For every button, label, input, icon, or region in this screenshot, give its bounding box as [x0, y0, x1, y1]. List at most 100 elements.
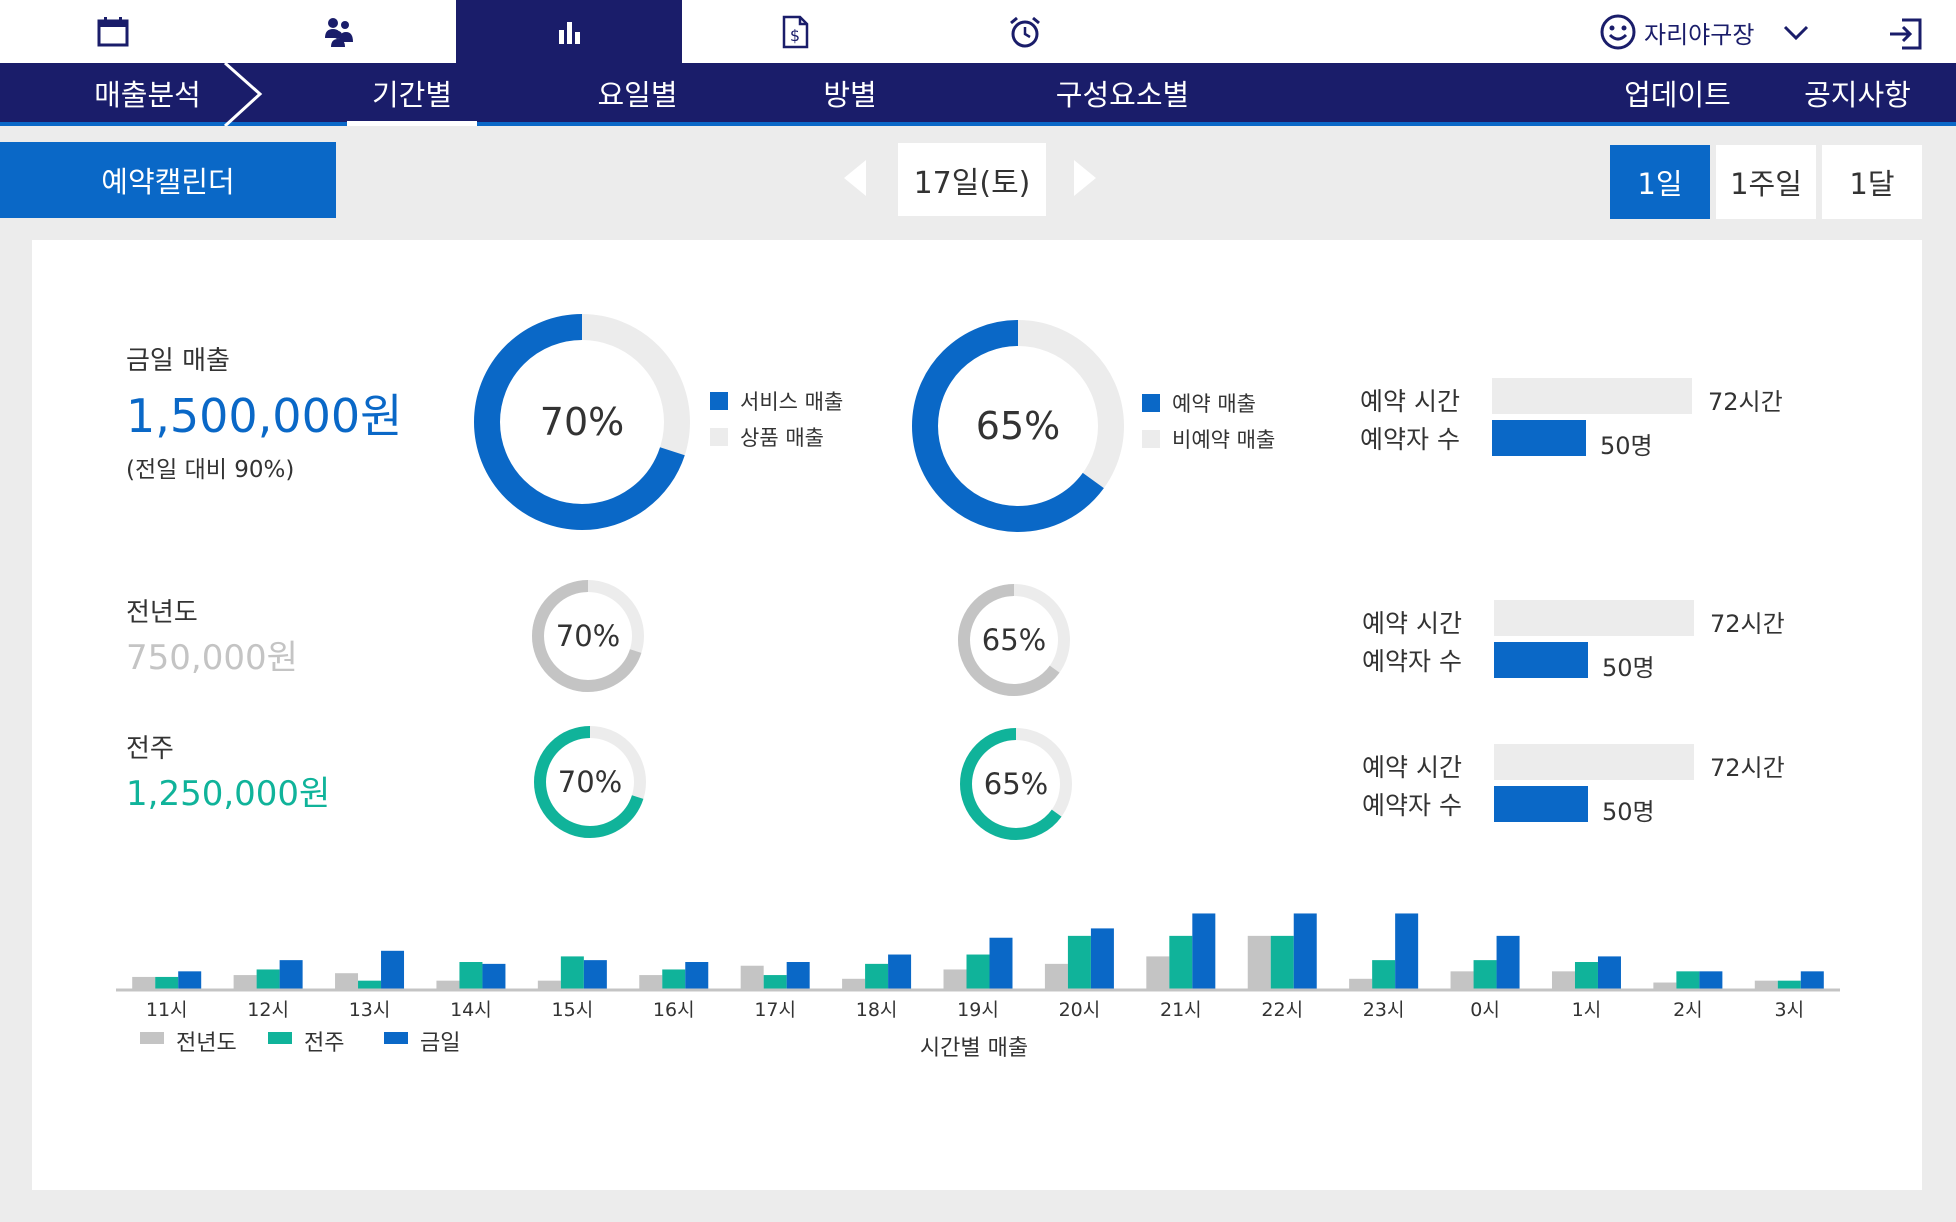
last-year-label: 전년도	[126, 598, 198, 628]
range-1week-button[interactable]: 1주일	[1716, 145, 1816, 219]
top-bar: $ 자리야구장	[0, 0, 1956, 63]
x-tick-label: 2시	[1673, 999, 1703, 1021]
last-year-people-label: 예약자 수	[1362, 647, 1462, 676]
last-year-time-bar	[1494, 600, 1694, 636]
last-week-reserve-pct: 65%	[984, 767, 1048, 801]
today-time-value: 72시간	[1708, 388, 1783, 416]
last-year-time-value: 72시간	[1710, 610, 1785, 638]
x-tick-label: 11시	[146, 999, 188, 1021]
chart-bar	[1090, 928, 1114, 990]
last-week-amount: 1,250,000원	[126, 774, 331, 814]
today-reserve-donut: 65%	[912, 320, 1124, 532]
legend-label: 비예약 매출	[1172, 428, 1276, 452]
x-tick-label: 12시	[247, 999, 289, 1021]
x-tick-label: 16시	[653, 999, 695, 1021]
chart-bar	[842, 978, 866, 990]
chart-bar	[1192, 913, 1216, 990]
sales-panel: 금일 매출 1,500,000원 (전일 대비 90%) 70% 서비스 매출 …	[32, 240, 1922, 1190]
range-1day-button[interactable]: 1일	[1610, 145, 1710, 219]
chart-bar	[763, 975, 787, 990]
chart-bar	[1754, 980, 1778, 990]
alarm-clock-icon	[1010, 16, 1040, 47]
legend-product-sales: 상품 매출	[710, 422, 824, 452]
tab-invoice[interactable]: $	[682, 0, 908, 63]
today-amount: 1,500,000원	[126, 389, 403, 443]
user-menu[interactable]: 자리야구장	[1600, 12, 1810, 52]
chevron-down-icon	[1784, 25, 1809, 41]
today-time-bar	[1492, 378, 1692, 414]
smiley-icon	[1600, 14, 1636, 50]
prev-day-icon[interactable]	[842, 158, 868, 198]
legend-swatch	[1142, 394, 1160, 412]
nav-item-component[interactable]: 구성요소별	[1055, 77, 1190, 112]
chart-bar	[335, 973, 359, 990]
today-service-arc	[474, 314, 690, 530]
next-day-icon[interactable]	[1072, 158, 1098, 198]
x-tick-label: 1시	[1572, 999, 1602, 1021]
last-year-time-label: 예약 시간	[1362, 609, 1462, 638]
chart-bar	[1247, 935, 1271, 990]
user-name: 자리야구장	[1644, 20, 1755, 49]
chart-bar	[583, 960, 607, 990]
chart-bar	[1800, 971, 1824, 990]
logout-icon[interactable]	[1886, 14, 1926, 54]
today-reserve-pct: 65%	[976, 404, 1060, 448]
range-1month-button[interactable]: 1달	[1822, 145, 1922, 219]
last-week-time-bar	[1494, 744, 1694, 780]
chart-bar	[888, 954, 912, 990]
chart-bar	[1597, 956, 1621, 990]
nav-item-update[interactable]: 업데이트	[1624, 77, 1731, 112]
nav-section-sales[interactable]: 매출분석	[94, 77, 201, 112]
current-date: 17일(토)	[898, 143, 1046, 216]
last-week-service-arc	[534, 726, 646, 838]
x-tick-label: 15시	[552, 999, 594, 1021]
chart-bar	[436, 980, 460, 990]
legend-swatch	[710, 428, 728, 446]
last-year-amount: 750,000원	[126, 638, 298, 678]
chart-bar	[865, 963, 889, 990]
last-year-people-value: 50명	[1602, 654, 1655, 682]
chart-bar	[1676, 971, 1700, 990]
chart-bar	[358, 980, 382, 990]
x-tick-label: 0시	[1470, 999, 1500, 1021]
last-year-reserve-pct: 65%	[982, 623, 1046, 657]
last-week-reserve-donut: 65%	[960, 728, 1072, 840]
tab-statistics[interactable]	[456, 0, 682, 63]
chart-bar	[639, 975, 663, 990]
chart-bar	[1551, 971, 1575, 990]
chart-bar	[459, 962, 483, 990]
chart-bar	[740, 965, 764, 990]
chart-bar	[1349, 978, 1373, 990]
x-tick-label: 22시	[1261, 999, 1303, 1021]
legend-service-sales: 서비스 매출	[710, 386, 843, 416]
nav-bar: 매출분석 기간별 요일별 방별 구성요소별 업데이트 공지사항	[0, 63, 1956, 126]
breadcrumb-arrow-icon	[223, 63, 263, 126]
legend-label: 서비스 매출	[740, 390, 844, 414]
nav-item-period[interactable]: 기간별	[347, 63, 477, 126]
x-tick-label: 21시	[1160, 999, 1202, 1021]
chart-bar	[155, 976, 179, 990]
nav-item-weekday[interactable]: 요일별	[597, 77, 678, 112]
chart-bar	[1293, 913, 1317, 990]
reservation-calendar-button[interactable]: 예약캘린더	[0, 142, 336, 218]
last-year-service-donut: 70%	[532, 580, 644, 692]
chart-bar	[1044, 963, 1068, 990]
chart-bar	[233, 975, 257, 990]
x-tick-label: 18시	[856, 999, 898, 1021]
chart-bar	[279, 960, 303, 990]
chart-bar	[1146, 956, 1170, 990]
chart-bar	[537, 980, 561, 990]
nav-item-room[interactable]: 방별	[823, 77, 877, 112]
last-week-time-label: 예약 시간	[1362, 753, 1462, 782]
x-tick-label: 20시	[1059, 999, 1101, 1021]
tab-customers[interactable]	[226, 0, 452, 63]
tab-calendar[interactable]	[0, 0, 226, 63]
nav-item-notice[interactable]: 공지사항	[1804, 77, 1911, 112]
chart-bar	[786, 962, 810, 990]
x-tick-label: 14시	[450, 999, 492, 1021]
legend-swatch	[1142, 430, 1160, 448]
today-time-label: 예약 시간	[1360, 387, 1460, 416]
tab-alarm[interactable]	[912, 0, 1138, 63]
calendar-icon	[97, 16, 129, 46]
chart-bar	[1699, 971, 1723, 990]
